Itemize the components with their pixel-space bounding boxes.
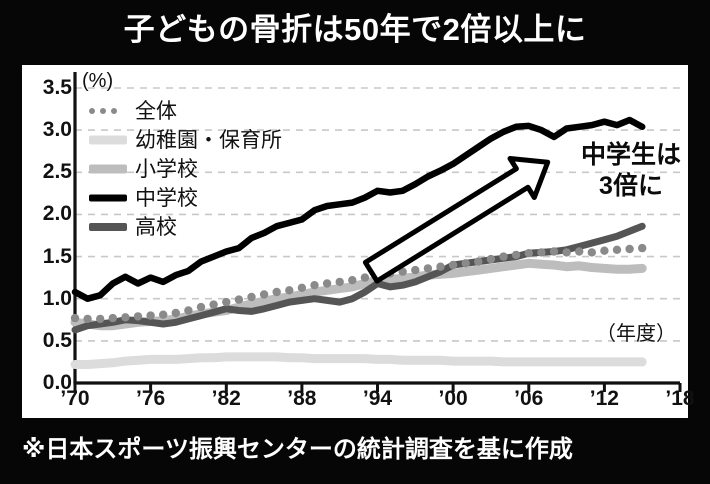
callout-line-2: 3倍に: [599, 172, 663, 200]
legend-swatch-solid-icon: [88, 188, 128, 208]
legend-label: 全体: [135, 99, 177, 123]
legend-label: 中学校: [135, 186, 198, 210]
legend-label: 幼稚園・保育所: [135, 128, 282, 152]
legend-item: 幼稚園・保育所: [88, 127, 348, 153]
y-tick-label: 2.0: [42, 202, 72, 226]
y-tick-label: 3.0: [42, 118, 72, 142]
callout-annotation: 中学生は 3倍に: [566, 140, 696, 202]
legend-item: 全体: [88, 98, 348, 124]
series-高校: [71, 222, 646, 334]
legend-swatch-solid-icon: [88, 130, 128, 150]
y-tick-label: 1.0: [42, 286, 72, 310]
chart-legend: 全体幼稚園・保育所 小学校中学校高校: [88, 98, 348, 243]
callout-line-1: 中学生は: [580, 141, 681, 169]
legend-item: 小学校: [88, 156, 348, 182]
line-chart: [70, 72, 682, 392]
legend-label: 高校: [135, 215, 177, 239]
page-title: 子どもの骨折は50年で2倍以上に: [123, 12, 587, 47]
legend-label: 小学校: [135, 157, 198, 181]
y-tick-label: 3.5: [42, 76, 72, 99]
legend-swatch-dotted-icon: [88, 101, 128, 121]
series-中学校: [71, 116, 646, 302]
series-幼稚園・保育所: [70, 352, 647, 369]
legend-swatch-solid-icon: [88, 159, 128, 179]
y-tick-label: 0.0: [42, 371, 72, 394]
source-footnote: ※日本スポーツ振興センターの統計調査を基に作成: [22, 436, 573, 463]
y-tick-label: 2.5: [42, 160, 72, 184]
callout-arrow-icon: [362, 156, 551, 284]
y-tick-label: 1.5: [42, 244, 72, 268]
y-tick-label: 0.5: [42, 328, 72, 352]
legend-item: 高校: [88, 214, 348, 240]
legend-item: 中学校: [88, 185, 348, 211]
chart-panel: [22, 65, 688, 418]
y-axis-unit-label: (%): [82, 70, 114, 92]
y-axis-tick-labels: 0.0 0.5 1.0 1.5 2.0 2.5 3.0 3.5: [22, 65, 72, 418]
x-axis-label: （年度）: [596, 323, 676, 345]
legend-swatch-solid-icon: [88, 217, 128, 237]
